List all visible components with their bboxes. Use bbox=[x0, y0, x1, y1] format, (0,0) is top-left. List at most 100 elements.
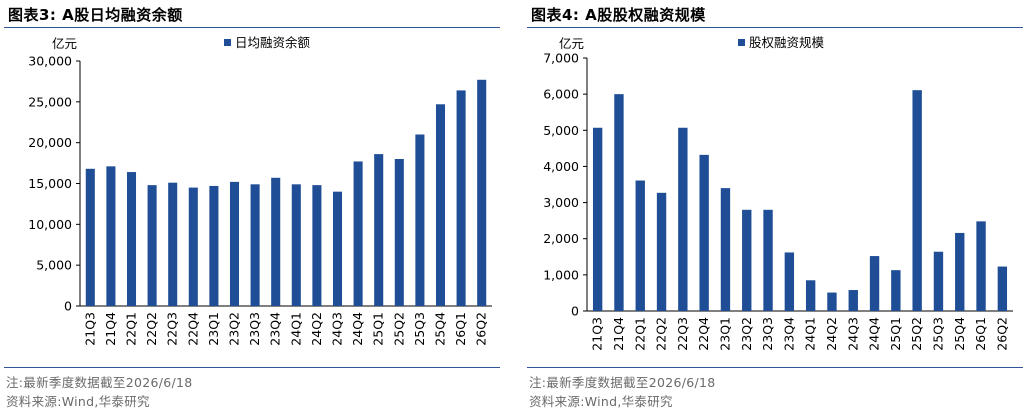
y-tick-label: 0 bbox=[571, 304, 579, 319]
x-tick-label: 22Q2 bbox=[144, 312, 159, 346]
x-tick-label: 22Q4 bbox=[696, 317, 711, 351]
source-note: 资料来源:Wind,华泰研究 bbox=[6, 394, 150, 409]
bar bbox=[656, 192, 667, 311]
bottom-rule bbox=[527, 367, 1023, 368]
legend-swatch bbox=[738, 39, 745, 46]
x-tick-label: 23Q4 bbox=[268, 312, 283, 346]
bar bbox=[592, 127, 603, 312]
bar bbox=[933, 251, 944, 311]
y-tick-label: 15,000 bbox=[28, 176, 72, 191]
bar bbox=[827, 292, 837, 311]
chart-header: 图表3: A股日均融资余额 bbox=[4, 0, 504, 28]
bar bbox=[891, 270, 901, 311]
top-rule bbox=[4, 27, 500, 28]
bar bbox=[394, 159, 404, 306]
x-tick-label: 23Q4 bbox=[781, 317, 796, 351]
bar bbox=[614, 94, 624, 312]
bar bbox=[106, 166, 116, 306]
y-tick-label: 0 bbox=[64, 299, 72, 314]
bar bbox=[997, 266, 1008, 311]
bar bbox=[955, 232, 965, 311]
bar bbox=[976, 221, 986, 311]
y-tick-label: 20,000 bbox=[28, 135, 72, 150]
bar bbox=[85, 168, 95, 306]
y-tick-label: 4,000 bbox=[543, 159, 579, 174]
bar bbox=[477, 79, 487, 307]
x-tick-label: 24Q2 bbox=[824, 317, 839, 351]
x-tick-label: 25Q1 bbox=[371, 312, 386, 346]
x-tick-label: 25Q2 bbox=[909, 317, 924, 351]
x-tick-label: 21Q3 bbox=[82, 312, 97, 346]
x-tick-label: 22Q4 bbox=[185, 312, 200, 346]
footnote: 注:最新季度数据截至2026/6/18 bbox=[529, 375, 716, 390]
bar bbox=[312, 185, 322, 306]
bar bbox=[147, 185, 157, 306]
legend-swatch bbox=[224, 39, 231, 46]
x-tick-label: 25Q4 bbox=[433, 312, 448, 346]
y-tick-label: 25,000 bbox=[28, 94, 72, 109]
x-tick-label: 22Q1 bbox=[632, 317, 647, 351]
chart-title: 图表3: A股日均融资余额 bbox=[8, 6, 183, 24]
x-tick-label: 25Q1 bbox=[888, 317, 903, 351]
chart-header: 图表4: A股股权融资规模 bbox=[527, 0, 1027, 28]
y-axis-unit-label: 亿元 bbox=[52, 36, 77, 51]
bar bbox=[699, 154, 709, 311]
bar-chart-equity-financing: 亿元 股权融资规模 0 1,000 2,000 3,000 4,000 5,000 6,000 7… bbox=[543, 35, 1013, 351]
x-tick-label: 21Q4 bbox=[611, 317, 626, 351]
y-tick-label: 30,000 bbox=[28, 54, 72, 69]
footnote: 注:最新季度数据截至2026/6/18 bbox=[6, 375, 193, 390]
bar bbox=[291, 184, 301, 306]
x-tick-label: 24Q4 bbox=[350, 312, 365, 346]
bar bbox=[229, 181, 240, 306]
bar bbox=[720, 188, 731, 311]
bar bbox=[126, 172, 137, 306]
x-tick-label: 26Q1 bbox=[973, 317, 988, 351]
bar bbox=[678, 127, 688, 312]
chart-panel-left: 图表3: A股日均融资余额 亿元 日均融资余额 0 5,000 10,000 15,000… bbox=[4, 0, 504, 412]
x-tick-label: 25Q3 bbox=[930, 317, 945, 351]
bar bbox=[374, 154, 384, 306]
bar bbox=[271, 177, 281, 306]
y-tick-label: 5,000 bbox=[543, 123, 579, 138]
x-tick-label: 22Q3 bbox=[165, 312, 180, 346]
bar bbox=[250, 184, 260, 306]
x-tick-label: 25Q3 bbox=[412, 312, 427, 346]
y-tick-label: 3,000 bbox=[543, 195, 579, 210]
bar bbox=[784, 252, 795, 311]
x-tick-label: 25Q4 bbox=[952, 317, 967, 351]
y-axis-unit-label: 亿元 bbox=[559, 36, 584, 51]
bar bbox=[848, 290, 858, 311]
legend-label: 日均融资余额 bbox=[235, 35, 311, 50]
x-tick-label: 26Q2 bbox=[474, 312, 489, 346]
bar bbox=[415, 134, 425, 306]
bottom-rule bbox=[4, 367, 500, 368]
x-tick-label: 23Q2 bbox=[739, 317, 754, 351]
bar bbox=[869, 256, 880, 311]
chart-panel-right: 图表4: A股股权融资规模 亿元 股权融资规模 0 1,000 2,000 3,000 4,… bbox=[527, 0, 1027, 412]
bar bbox=[435, 104, 446, 307]
x-tick-label: 24Q3 bbox=[330, 312, 345, 346]
x-tick-label: 26Q1 bbox=[453, 312, 468, 346]
x-tick-label: 22Q1 bbox=[124, 312, 139, 346]
x-tick-label: 24Q3 bbox=[845, 317, 860, 351]
x-tick-label: 21Q3 bbox=[590, 317, 605, 351]
bar bbox=[332, 191, 343, 306]
x-tick-label: 26Q2 bbox=[994, 317, 1009, 351]
bar-chart-financing-balance: 亿元 日均融资余额 0 5,000 10,000 15,000 20,000 25,000 30… bbox=[28, 35, 492, 346]
chart-title: 图表4: A股股权融资规模 bbox=[531, 6, 706, 24]
bar bbox=[805, 280, 816, 311]
x-tick-label: 23Q1 bbox=[717, 317, 732, 351]
y-tick-label: 6,000 bbox=[543, 87, 579, 102]
y-tick-label: 1,000 bbox=[543, 267, 579, 282]
x-tick-label: 25Q2 bbox=[391, 312, 406, 346]
bar bbox=[209, 185, 219, 306]
bar bbox=[912, 90, 922, 311]
bar bbox=[353, 161, 363, 306]
x-tick-label: 22Q2 bbox=[654, 317, 669, 351]
x-tick-label: 22Q3 bbox=[675, 317, 690, 351]
legend-label: 股权融资规模 bbox=[749, 35, 825, 50]
x-tick-label: 24Q4 bbox=[867, 317, 882, 351]
bar bbox=[456, 90, 466, 307]
x-tick-label: 23Q3 bbox=[247, 312, 262, 346]
top-rule bbox=[527, 27, 1023, 28]
